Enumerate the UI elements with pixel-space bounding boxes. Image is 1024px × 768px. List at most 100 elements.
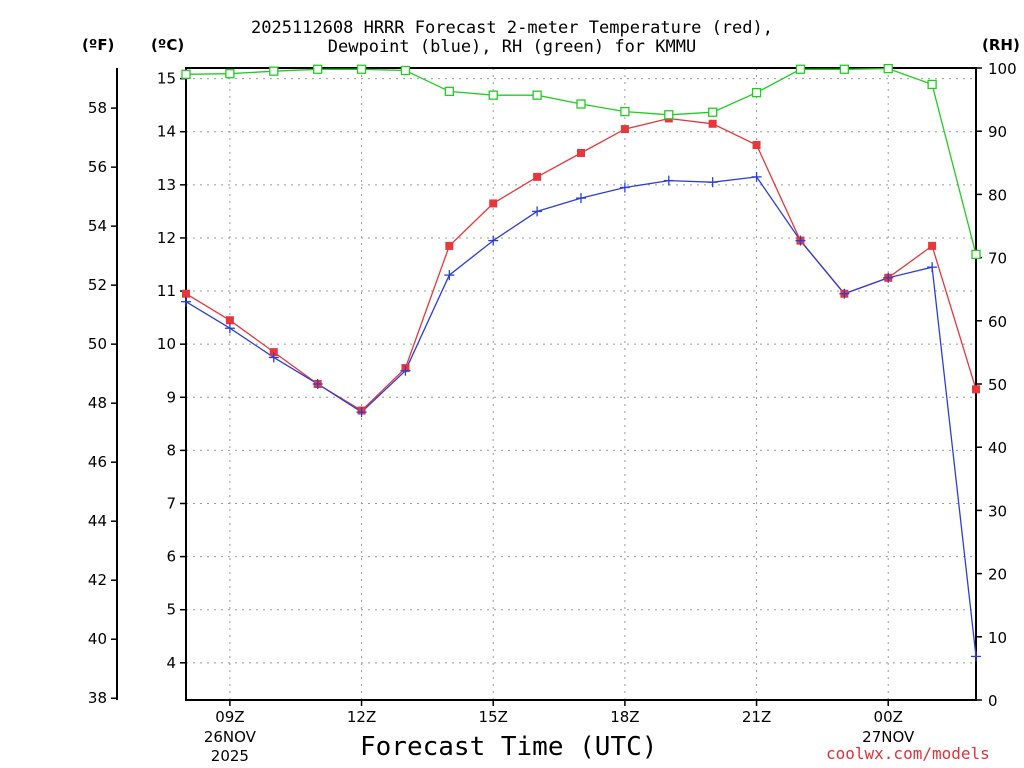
rh-point bbox=[971, 249, 981, 260]
fahrenheit-tick-label: 46 bbox=[88, 453, 107, 471]
x-tick-label: 00Z bbox=[874, 708, 903, 726]
x-tick-label: 15Z bbox=[479, 708, 508, 726]
fahrenheit-tick-label: 50 bbox=[88, 335, 107, 353]
dewpoint-point bbox=[444, 270, 455, 281]
temperature-point bbox=[752, 141, 761, 150]
rh-point bbox=[313, 64, 323, 74]
plot-frame bbox=[185, 67, 977, 701]
celsius-tick-label: 14 bbox=[157, 123, 176, 141]
chart-title-line-2: Dewpoint (blue), RH (green) for KMMU bbox=[327, 37, 697, 57]
rh-tick-label: 40 bbox=[988, 439, 1007, 457]
rh-unit-label: (RH) bbox=[982, 36, 1020, 54]
temperature-point bbox=[269, 348, 278, 357]
chart-title-line-1: 2025112608 HRRR Forecast 2-meter Tempera… bbox=[251, 18, 773, 38]
x-tick-label: 09Z bbox=[215, 708, 244, 726]
rh-tick-label: 50 bbox=[988, 376, 1007, 394]
x-tick-year-label: 2025 bbox=[211, 747, 249, 765]
dewpoint-point bbox=[181, 296, 191, 307]
rh-tick-label: 70 bbox=[988, 250, 1007, 268]
fahrenheit-tick-label: 56 bbox=[88, 158, 107, 176]
rh-point bbox=[400, 65, 411, 76]
x-tick-label: 21Z bbox=[742, 708, 771, 726]
rh-point bbox=[708, 107, 718, 117]
rh-point bbox=[269, 66, 279, 76]
rh-point bbox=[225, 69, 235, 79]
x-axis-label: Forecast Time (UTC) bbox=[360, 732, 658, 762]
temperature-point bbox=[928, 241, 937, 250]
x-tick-date-label: 27NOV bbox=[862, 728, 915, 746]
temperature-point bbox=[972, 385, 980, 394]
temperature-point bbox=[445, 241, 454, 250]
x-tick-date-label: 26NOV bbox=[204, 728, 257, 746]
dewpoint-point bbox=[576, 193, 586, 204]
celsius-tick-label: 13 bbox=[157, 176, 176, 194]
marker-layer bbox=[181, 63, 981, 662]
rh-tick-label: 60 bbox=[988, 313, 1007, 331]
dewpoint-point bbox=[356, 407, 367, 418]
rh-line bbox=[185, 67, 977, 255]
fahrenheit-tick-label: 54 bbox=[88, 217, 107, 235]
celsius-tick-label: 10 bbox=[157, 335, 176, 353]
rh-point bbox=[444, 86, 454, 97]
temperature-point bbox=[708, 119, 717, 128]
rh-point bbox=[576, 99, 586, 109]
dewpoint-point bbox=[224, 323, 235, 334]
dewpoint-point bbox=[619, 182, 630, 193]
rh-point bbox=[927, 79, 937, 90]
dewpoint-line bbox=[185, 176, 977, 657]
fahrenheit-unit-label: (ºF) bbox=[82, 36, 115, 54]
dewpoint-point bbox=[532, 206, 543, 217]
celsius-tick-label: 8 bbox=[166, 441, 176, 459]
rh-point bbox=[532, 90, 542, 100]
dewpoint-point bbox=[707, 177, 718, 188]
rh-tick-label: 100 bbox=[988, 60, 1017, 78]
rh-point bbox=[751, 87, 762, 98]
dewpoint-point bbox=[312, 379, 323, 389]
fahrenheit-tick-label: 48 bbox=[88, 394, 107, 412]
fahrenheit-tick-label: 42 bbox=[88, 571, 107, 589]
rh-point bbox=[795, 64, 806, 74]
fahrenheit-tick-label: 38 bbox=[88, 689, 107, 707]
dewpoint-point bbox=[795, 235, 806, 246]
rh-tick-label: 20 bbox=[988, 566, 1007, 584]
celsius-tick-label: 11 bbox=[157, 282, 176, 300]
dewpoint-point bbox=[751, 171, 762, 182]
rh-point bbox=[664, 110, 674, 120]
rh-point bbox=[839, 64, 849, 74]
gridlines bbox=[186, 68, 976, 700]
rh-point bbox=[356, 64, 367, 74]
fahrenheit-tick-label: 52 bbox=[88, 276, 107, 294]
rh-tick-label: 80 bbox=[988, 186, 1007, 204]
temperature-point bbox=[577, 148, 585, 157]
celsius-tick-label: 9 bbox=[166, 388, 176, 406]
fahrenheit-tick-label: 58 bbox=[88, 99, 107, 117]
celsius-unit-label: (ºC) bbox=[151, 36, 185, 54]
fahrenheit-tick-label: 40 bbox=[88, 630, 107, 648]
celsius-tick-label: 12 bbox=[157, 229, 176, 247]
celsius-tick-label: 4 bbox=[166, 654, 176, 672]
dewpoint-point bbox=[839, 288, 850, 299]
axes: 3840424446485052545658456789101112131415… bbox=[88, 60, 1017, 765]
rh-point bbox=[883, 63, 893, 74]
fahrenheit-tick-label: 44 bbox=[88, 512, 107, 530]
dewpoint-point bbox=[663, 175, 674, 186]
temperature-line bbox=[185, 117, 977, 412]
dewpoint-point bbox=[927, 262, 938, 273]
rh-point bbox=[488, 90, 498, 100]
rh-tick-label: 0 bbox=[988, 692, 998, 710]
dewpoint-point bbox=[400, 365, 411, 376]
temperature-point bbox=[489, 199, 498, 208]
dewpoint-point bbox=[883, 272, 894, 283]
dewpoint-point bbox=[488, 235, 499, 246]
rh-point bbox=[181, 69, 191, 79]
temperature-point bbox=[182, 289, 190, 298]
dewpoint-point bbox=[971, 651, 981, 662]
rh-tick-label: 90 bbox=[988, 123, 1007, 141]
x-tick-label: 18Z bbox=[610, 708, 639, 726]
rh-tick-label: 30 bbox=[988, 502, 1007, 520]
temperature-point bbox=[225, 316, 234, 325]
credit-link[interactable]: coolwx.com/models bbox=[826, 744, 990, 763]
celsius-tick-label: 15 bbox=[157, 70, 176, 88]
x-tick-label: 12Z bbox=[347, 708, 376, 726]
